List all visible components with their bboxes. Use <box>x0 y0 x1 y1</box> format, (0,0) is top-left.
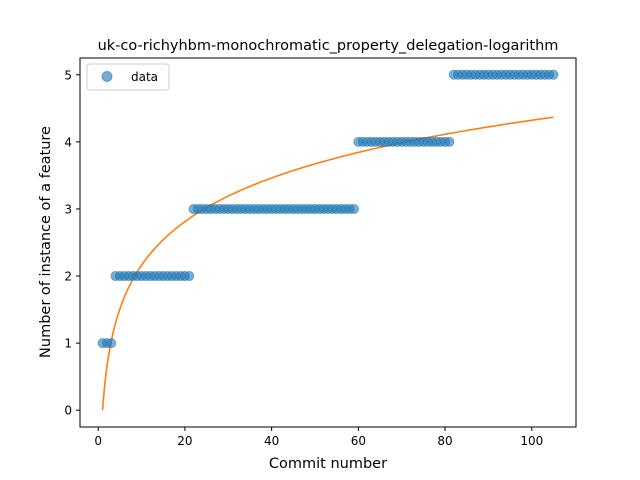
plot-area <box>80 58 576 427</box>
x-tick-label: 20 <box>177 434 192 448</box>
legend-label-data: data <box>131 70 158 84</box>
y-tick-label: 2 <box>64 270 72 284</box>
data-point <box>349 204 358 213</box>
x-tick-label: 80 <box>437 434 452 448</box>
x-tick-label: 100 <box>520 434 543 448</box>
y-tick-label: 0 <box>64 404 72 418</box>
y-axis-label: Number of instance of a feature <box>38 126 54 358</box>
legend: data <box>87 64 169 90</box>
chart-title: uk-co-richyhbm-monochromatic_property_de… <box>98 38 559 54</box>
y-tick-label: 5 <box>64 68 72 82</box>
data-point <box>107 339 116 348</box>
y-tick-label: 4 <box>64 135 72 149</box>
data-point <box>445 137 454 146</box>
y-tick-label: 1 <box>64 337 72 351</box>
x-tick-label: 60 <box>351 434 366 448</box>
x-axis-label: Commit number <box>269 456 387 472</box>
y-tick-label: 3 <box>64 202 72 216</box>
legend-marker-data <box>102 72 112 82</box>
axes-background <box>80 58 576 427</box>
data-point <box>549 70 558 79</box>
x-tick-label: 40 <box>264 434 279 448</box>
data-point <box>185 271 194 280</box>
x-tick-label: 0 <box>94 434 102 448</box>
